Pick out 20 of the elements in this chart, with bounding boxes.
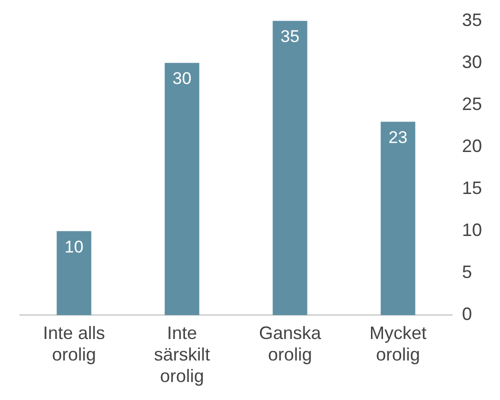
y-tick-label: 25 [462, 94, 482, 114]
x-tick-label: Inte alls orolig [42, 322, 106, 365]
y-tick-label: 0 [462, 304, 472, 324]
x-tick-label: Mycket orolig [369, 322, 426, 365]
y-tick-label: 30 [462, 52, 482, 72]
bar [272, 20, 308, 316]
data-label: 30 [172, 69, 192, 88]
data-label: 10 [64, 237, 84, 256]
bar [56, 231, 92, 316]
y-tick-label: 20 [462, 136, 482, 156]
y-tick-label: 10 [462, 220, 482, 240]
x-tick-label: Ganska orolig [258, 322, 322, 365]
bar [380, 122, 416, 316]
y-tick-label: 15 [462, 178, 482, 198]
bar [164, 62, 200, 316]
data-label: 23 [388, 128, 408, 147]
y-tick-label: 5 [462, 262, 472, 282]
y-tick-label: 35 [462, 10, 482, 30]
data-label: 35 [280, 26, 300, 46]
x-tick-label: Inte särskilt orolig [154, 322, 210, 386]
